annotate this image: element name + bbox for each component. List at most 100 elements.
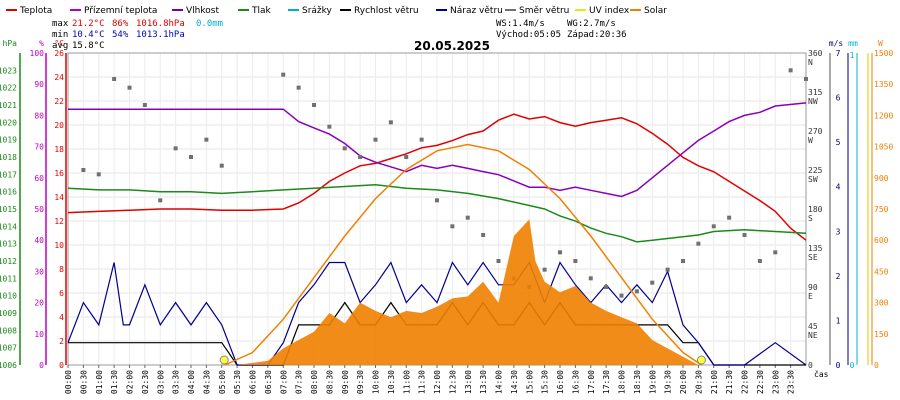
humidity-tick-label: 30 bbox=[34, 267, 44, 276]
direction-point bbox=[542, 267, 547, 272]
humidity-tick-label: 60 bbox=[34, 174, 44, 183]
direction-point bbox=[588, 276, 593, 281]
direction-tick-compass: W bbox=[808, 136, 813, 145]
x-tick-label: 01:30 bbox=[110, 370, 119, 394]
humidity-tick-label: 20 bbox=[34, 299, 44, 308]
direction-point bbox=[757, 259, 762, 263]
temperature-tick-label: 18 bbox=[54, 145, 64, 154]
x-tick-label: 17:30 bbox=[602, 370, 611, 394]
x-tick-label: 09:30 bbox=[356, 370, 365, 394]
x-tick-label: 13:30 bbox=[479, 370, 488, 394]
series-line bbox=[224, 143, 702, 366]
direction-point bbox=[727, 215, 732, 220]
temperature-tick-label: 20 bbox=[54, 121, 64, 130]
pressure-tick-label: 1008 bbox=[0, 326, 17, 335]
solar-tick-label: 450 bbox=[874, 267, 889, 276]
wind-tick-label: 7 bbox=[836, 49, 841, 58]
direction-point bbox=[158, 198, 163, 203]
solar-tick-label: 1200 bbox=[874, 111, 893, 120]
direction-point bbox=[604, 285, 609, 289]
solar-tick-label: 300 bbox=[874, 299, 889, 308]
direction-point bbox=[711, 224, 716, 229]
humidity-tick-label: 70 bbox=[34, 143, 44, 152]
direction-point bbox=[173, 146, 178, 151]
direction-point bbox=[189, 155, 193, 159]
humidity-tick-label: 40 bbox=[34, 236, 44, 245]
legend-label: Solar bbox=[644, 6, 667, 16]
pressure-axis-unit: hPa bbox=[3, 39, 18, 48]
direction-point bbox=[373, 137, 378, 142]
series-line bbox=[67, 113, 807, 241]
rain-axis-unit: mm bbox=[848, 39, 858, 48]
humidity-tick-label: 90 bbox=[34, 80, 44, 89]
x-tick-label: 11:30 bbox=[418, 370, 427, 394]
direction-tick-label: 270 bbox=[808, 127, 823, 136]
x-tick-label: 14:00 bbox=[495, 370, 504, 394]
temperature-tick-label: 8 bbox=[59, 265, 64, 274]
pressure-tick-label: 1023 bbox=[0, 66, 17, 75]
x-tick-label: 22:00 bbox=[741, 370, 750, 394]
pressure-tick-label: 1011 bbox=[0, 274, 17, 283]
direction-point bbox=[681, 259, 685, 263]
x-tick-label: 04:00 bbox=[187, 370, 196, 394]
avg-label: avg bbox=[52, 41, 68, 51]
x-tick-label: 05:30 bbox=[233, 370, 242, 394]
pressure-tick-label: 1021 bbox=[0, 101, 17, 110]
x-tick-label: 16:00 bbox=[556, 370, 565, 394]
wind-tick-label: 5 bbox=[836, 138, 841, 147]
pressure-tick-label: 1013 bbox=[0, 240, 17, 249]
direction-point bbox=[558, 250, 562, 255]
direction-point bbox=[665, 267, 670, 272]
solar-measured-area bbox=[237, 219, 699, 365]
solar-tick-label: 900 bbox=[874, 174, 889, 183]
x-tick-label: 20:00 bbox=[679, 370, 688, 394]
wg-value: WG:2.7m/s bbox=[567, 19, 616, 29]
x-tick-label: 19:30 bbox=[664, 370, 673, 394]
direction-point bbox=[81, 168, 86, 172]
sun-marker bbox=[219, 355, 229, 365]
x-tick-label: 23:30 bbox=[787, 370, 796, 394]
legend-label: Teplota bbox=[19, 6, 52, 16]
direction-tick-label: 90 bbox=[808, 283, 818, 292]
x-tick-label: 01:00 bbox=[95, 370, 104, 394]
x-tick-label: 18:30 bbox=[633, 370, 642, 394]
humidity-tick-label: 100 bbox=[30, 49, 45, 58]
sunrise-value: Východ:05:05 bbox=[496, 30, 561, 40]
stats-block: max 21.2°C 86% 1016.8hPa 0.0mm min 10.4°… bbox=[52, 19, 627, 51]
solar-tick-label: 1500 bbox=[874, 49, 893, 58]
direction-point bbox=[650, 280, 655, 285]
pressure-tick-label: 1018 bbox=[0, 153, 17, 162]
solar-tick-label: 1050 bbox=[874, 143, 893, 152]
x-tick-label: 13:00 bbox=[464, 370, 473, 394]
plot-area bbox=[67, 68, 808, 366]
direction-point bbox=[465, 215, 470, 220]
temperature-tick-label: 6 bbox=[59, 289, 64, 298]
direction-point bbox=[481, 233, 486, 237]
max-hum: 86% bbox=[112, 19, 129, 29]
direction-tick-label: 0 bbox=[808, 361, 813, 370]
series-line bbox=[67, 261, 807, 366]
solar-tick-label: 600 bbox=[874, 236, 889, 245]
pressure-tick-label: 1016 bbox=[0, 188, 17, 197]
ws-value: WS:1.4m/s bbox=[496, 19, 545, 29]
x-tick-label: 03:00 bbox=[156, 370, 165, 394]
max-press: 1016.8hPa bbox=[136, 19, 185, 29]
x-tick-label: 09:00 bbox=[341, 370, 350, 394]
direction-tick-compass: E bbox=[808, 292, 813, 301]
x-tick-label: 16:30 bbox=[571, 370, 580, 394]
wind-tick-label: 1 bbox=[836, 316, 841, 325]
temperature-tick-label: 4 bbox=[59, 313, 64, 322]
x-tick-label: 21:30 bbox=[725, 370, 734, 394]
max-rain: 0.0mm bbox=[196, 19, 223, 29]
temperature-tick-label: 24 bbox=[54, 73, 64, 82]
direction-point bbox=[742, 233, 747, 237]
humidity-tick-label: 50 bbox=[34, 205, 44, 214]
x-tick-label: 14:30 bbox=[510, 370, 519, 394]
direction-tick-label: 360 bbox=[808, 49, 823, 58]
pressure-tick-label: 1007 bbox=[0, 344, 17, 353]
direction-tick-label: 315 bbox=[808, 88, 823, 97]
temperature-axis-unit: °C bbox=[54, 39, 64, 48]
direction-point bbox=[312, 103, 316, 107]
pressure-tick-label: 1015 bbox=[0, 205, 17, 214]
direction-point bbox=[788, 68, 793, 73]
